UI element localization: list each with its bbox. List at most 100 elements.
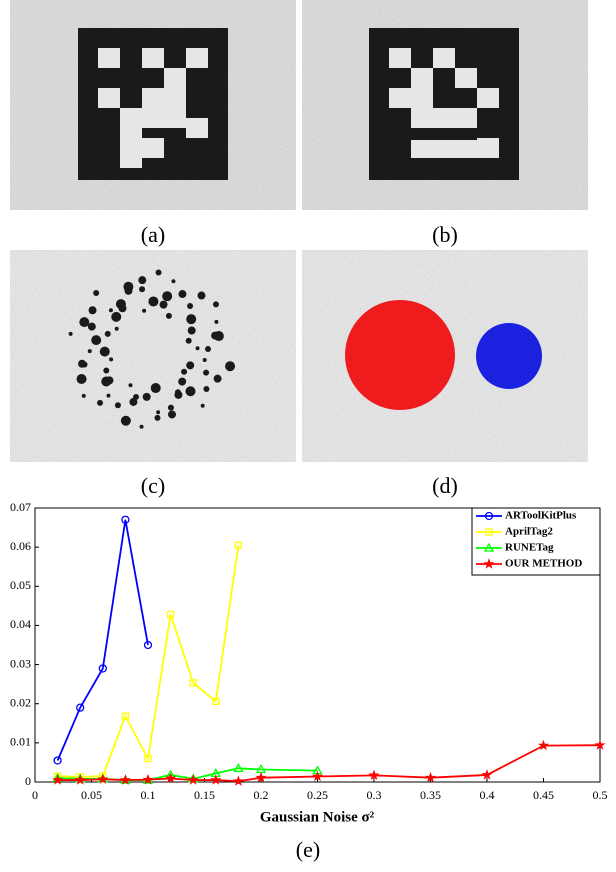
dot [211, 332, 219, 340]
dot [197, 292, 205, 300]
dot [225, 361, 235, 371]
dot [185, 386, 195, 396]
figure: (a) (b) (c) (d) Gaussian Noise σ² (e) 00… [0, 0, 616, 867]
panel-label: (d) [432, 473, 458, 498]
y-tick-label: 0.06 [10, 539, 31, 553]
dot [105, 331, 111, 337]
x-tick-label: 0 [32, 788, 38, 802]
dot [205, 346, 211, 352]
dot [97, 400, 103, 406]
dot [171, 279, 175, 283]
dot [175, 389, 181, 395]
dot [156, 410, 160, 414]
x-tick-label: 0.15 [194, 788, 215, 802]
dot [82, 361, 88, 367]
dot [77, 374, 87, 384]
y-tick-label: 0.05 [10, 578, 31, 592]
dot [138, 276, 146, 284]
panel-c [10, 250, 296, 462]
dot [93, 290, 99, 296]
dot [140, 425, 144, 429]
dot [213, 301, 219, 307]
chart-caption: (e) [296, 837, 320, 862]
dot [203, 386, 209, 392]
dot [143, 393, 151, 401]
red-circle [345, 300, 455, 410]
dot [178, 290, 186, 298]
dot [89, 306, 97, 314]
dot [118, 304, 126, 312]
dot [106, 394, 110, 398]
y-tick-label: 0.07 [10, 500, 31, 514]
noise [10, 250, 296, 462]
panel-label: (a) [141, 222, 165, 247]
panel-label: (b) [432, 222, 458, 247]
dot [181, 369, 187, 375]
y-tick-label: 0.01 [10, 735, 31, 749]
page: {"panels": [{"label": "(a)"}, {"label": … [0, 0, 616, 872]
x-tick-label: 0.1 [141, 788, 156, 802]
x-tick-label: 0.2 [254, 788, 269, 802]
y-tick-label: 0 [25, 774, 31, 788]
dot [214, 320, 218, 324]
x-tick-label: 0.05 [81, 788, 102, 802]
dot [139, 286, 145, 292]
x-tick-label: 0.3 [367, 788, 382, 802]
dot [166, 313, 172, 319]
dot [115, 327, 119, 331]
dot [203, 358, 207, 362]
blue-circle [476, 323, 542, 389]
dot [88, 323, 96, 331]
x-axis-label: Gaussian Noise σ² [260, 809, 375, 825]
x-tick-label: 0.35 [420, 788, 441, 802]
dot [82, 394, 86, 398]
dot [111, 312, 121, 322]
dot [187, 303, 193, 309]
dot [124, 287, 132, 295]
dot [121, 416, 131, 426]
y-tick-label: 0.04 [10, 617, 31, 631]
dot [128, 383, 132, 387]
x-tick-label: 0.45 [533, 788, 554, 802]
dot [79, 317, 89, 327]
legend-label: OUR METHOD [505, 558, 582, 570]
dot [148, 296, 158, 306]
dot [88, 349, 92, 353]
dot [160, 301, 168, 309]
dot [201, 404, 205, 408]
dot [196, 346, 200, 350]
panel-d [302, 250, 588, 462]
dot [103, 367, 109, 373]
dot [168, 405, 174, 411]
dot [156, 270, 162, 276]
dot [115, 402, 121, 408]
dot [69, 332, 73, 336]
dot [214, 375, 222, 383]
dot [151, 383, 161, 393]
dot [109, 357, 113, 361]
y-tick-label: 0.03 [10, 656, 31, 670]
x-tick-label: 0.4 [480, 788, 495, 802]
dot [154, 415, 160, 421]
x-tick-label: 0.5 [593, 788, 608, 802]
y-tick-label: 0.02 [10, 695, 31, 709]
dot [105, 376, 113, 384]
dot [133, 394, 139, 400]
dot [91, 335, 101, 345]
panel-a [10, 0, 296, 210]
legend-label: RUNETag [505, 542, 554, 554]
dot [142, 309, 146, 313]
panel-label: (c) [141, 473, 165, 498]
legend-label: AprilTag2 [505, 526, 553, 538]
dot [186, 338, 192, 344]
dot [109, 308, 113, 312]
dot [203, 370, 209, 376]
dot [162, 291, 172, 301]
dot [186, 361, 194, 369]
dot [178, 378, 186, 386]
legend-label: ARToolKitPlus [505, 510, 577, 522]
dot [188, 326, 196, 334]
panel-b [302, 0, 588, 210]
dot [100, 347, 110, 357]
x-tick-label: 0.25 [307, 788, 328, 802]
